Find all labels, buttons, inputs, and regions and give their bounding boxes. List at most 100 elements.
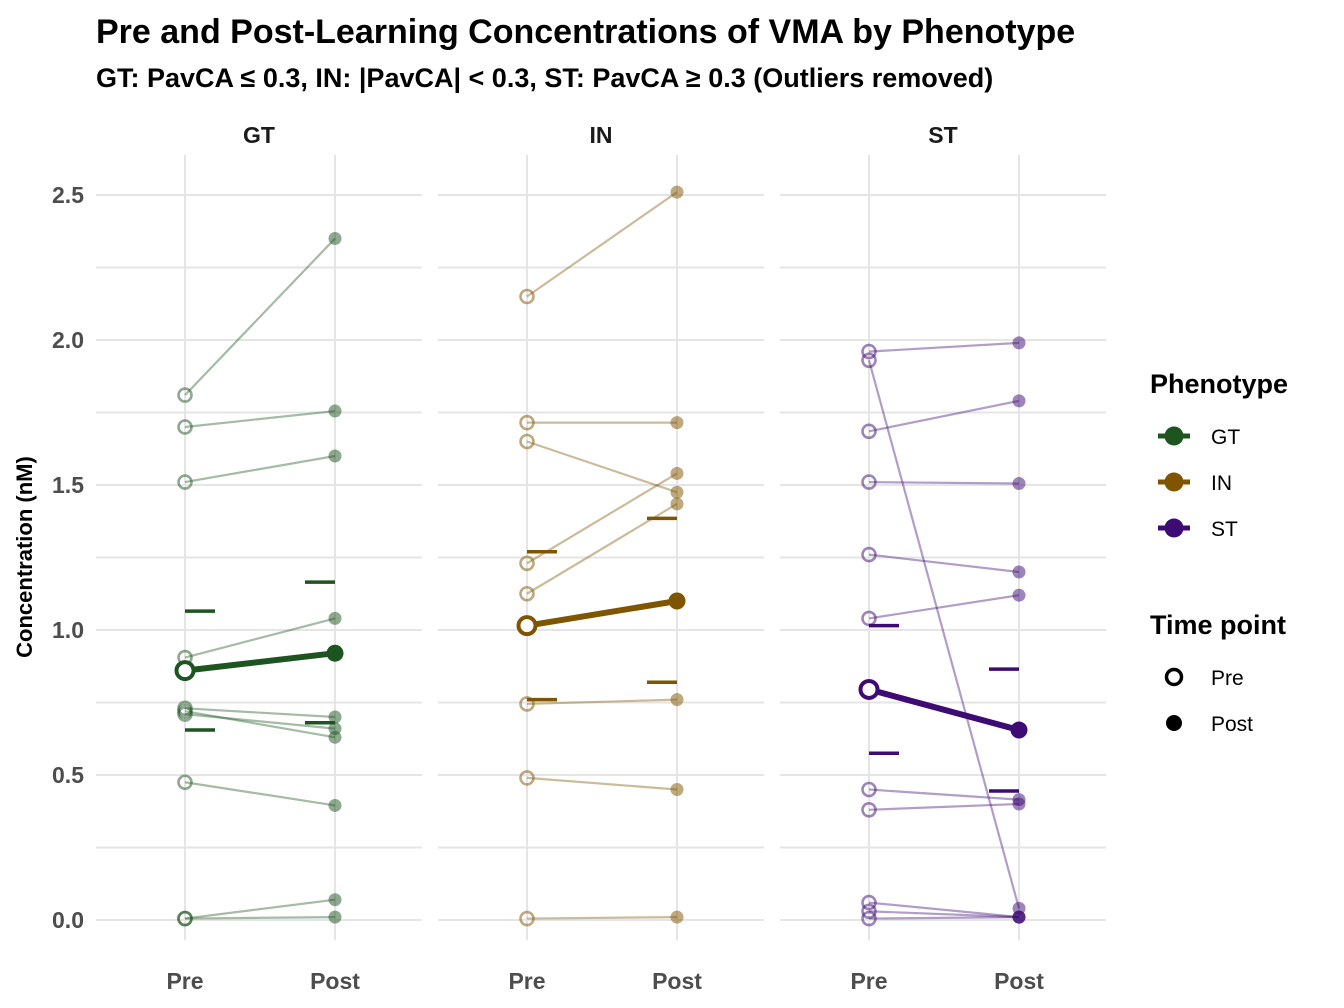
x-tick-label: Pre: [850, 968, 887, 994]
pre-point: [519, 414, 535, 431]
pre-point: [177, 474, 193, 490]
pre-point: [861, 546, 877, 563]
post-point: [1012, 588, 1026, 602]
subject-line: [868, 910, 1020, 919]
legend-label-pre: Pre: [1211, 667, 1244, 690]
subject-line: [868, 788, 1020, 801]
post-point: [328, 798, 342, 812]
post-point: [670, 783, 684, 796]
pre-point: [861, 352, 877, 369]
post-point: [328, 910, 342, 924]
post-point: [670, 185, 684, 199]
post-point: [328, 449, 342, 463]
x-tick-label: Pre: [508, 968, 545, 994]
subject-line: [868, 802, 1020, 811]
mean-line: [868, 686, 1020, 733]
mean-pre-point: [174, 660, 196, 682]
subject-line: [184, 916, 336, 920]
subject-line: [184, 409, 336, 429]
panel-strip-label: ST: [928, 122, 957, 148]
y-tick-label: 2.5: [52, 182, 84, 208]
subject-line: [184, 713, 336, 730]
subject-line: [868, 553, 1020, 574]
legend-time-title: Time point: [1150, 610, 1286, 640]
y-tick-label: 1.5: [52, 472, 84, 498]
post-point: [1012, 477, 1026, 491]
y-tick-label: 0.0: [52, 907, 84, 933]
legend-key-pre: [1164, 667, 1184, 687]
pre-point: [861, 903, 877, 920]
panel-strip-label: IN: [590, 122, 613, 148]
subject-line: [184, 237, 336, 396]
x-tick-label: Post: [652, 968, 702, 994]
pre-point: [177, 419, 193, 435]
subject-line: [868, 594, 1020, 620]
post-point: [328, 611, 342, 625]
mean-line: [184, 650, 336, 674]
subject-line: [526, 440, 678, 494]
legend-key-point: [1164, 518, 1184, 538]
legend-key-point: [1164, 426, 1184, 446]
legend-label-in: IN: [1211, 472, 1232, 495]
post-point: [1012, 394, 1026, 408]
post-point: [1012, 910, 1026, 924]
subject-line: [184, 707, 336, 719]
pre-point: [519, 585, 535, 602]
panel-strip-label: GT: [243, 122, 275, 148]
pre-point: [861, 910, 877, 927]
subject-line: [184, 454, 336, 484]
panels-layer: GT Pre Post IN Pre Post ST Pre Post: [96, 122, 1106, 994]
subject-line: [526, 191, 678, 298]
subject-line: [184, 617, 336, 659]
subject-line: [184, 781, 336, 807]
pre-point: [519, 555, 535, 572]
legend-label-post: Post: [1211, 713, 1253, 736]
pre-point: [177, 774, 193, 791]
post-point: [670, 416, 684, 430]
pre-point: [861, 343, 877, 360]
y-tick-label: 0.5: [52, 762, 84, 788]
post-point: [328, 722, 342, 736]
panel-st: ST Pre Post: [780, 122, 1106, 994]
mean-pre-point: [516, 615, 538, 637]
pre-point: [861, 423, 877, 440]
legend-label-gt: GT: [1211, 426, 1240, 449]
post-point: [670, 466, 684, 480]
post-point: [1012, 336, 1026, 350]
mean-post-point: [668, 592, 686, 610]
legend: Phenotype Time point GT IN ST Pre Post: [1150, 369, 1288, 736]
legend-label-st: ST: [1211, 518, 1238, 541]
post-point: [670, 497, 684, 511]
pre-point: [519, 770, 535, 786]
legend-key-post: [1166, 715, 1182, 731]
chart-title: Pre and Post-Learning Concentrations of …: [96, 13, 1075, 51]
mean-post-point: [326, 644, 344, 662]
pre-point: [519, 433, 535, 450]
pre-point: [861, 474, 877, 490]
pre-point: [861, 894, 877, 911]
chart-subtitle: GT: PavCA ≤ 0.3, IN: |PavCA| < 0.3, ST: …: [96, 63, 993, 93]
post-point: [328, 710, 342, 724]
post-point: [328, 893, 342, 907]
x-tick-label: Post: [310, 968, 360, 994]
subject-line: [526, 916, 678, 920]
subject-line: [526, 472, 678, 565]
subject-line: [868, 916, 1020, 920]
pre-point: [519, 288, 535, 305]
mean-pre-point: [858, 678, 880, 700]
post-point: [1012, 797, 1026, 811]
legend-phenotype-title: Phenotype: [1150, 369, 1288, 399]
pre-point: [519, 696, 535, 712]
legend-key-point: [1164, 472, 1184, 492]
subject-line: [868, 901, 1020, 919]
post-point: [1012, 565, 1026, 579]
y-tick-label: 2.0: [52, 327, 84, 353]
y-axis-title: Concentration (nM): [12, 456, 37, 658]
x-tick-label: Pre: [166, 968, 203, 994]
y-axis-ticks: 0.0 0.5 1.0 1.5 2.0 2.5: [52, 182, 84, 933]
subject-line: [526, 776, 678, 791]
x-tick-label: Post: [994, 968, 1044, 994]
post-point: [328, 404, 342, 418]
pre-point: [177, 910, 193, 927]
subject-line: [868, 399, 1020, 433]
